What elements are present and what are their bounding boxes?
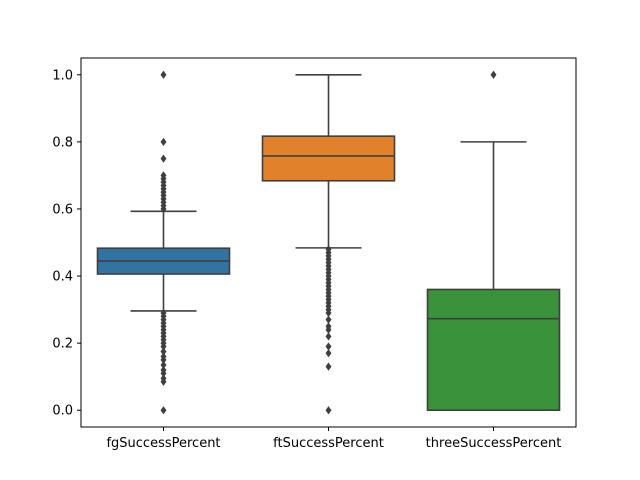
box-iqr	[261, 135, 396, 182]
outlier-point	[160, 308, 167, 318]
y-tick-label: 0.6	[52, 202, 73, 217]
outlier-point	[160, 171, 167, 180]
outlier-point	[160, 360, 167, 370]
outlier-point	[325, 315, 332, 324]
x-axis: fgSuccessPercent ftSuccessPercent threeSuc…	[106, 427, 561, 451]
y-axis: 0.0 0.2 0.4 0.6 0.8 1.0	[52, 68, 81, 419]
box-iqr	[426, 288, 561, 412]
outlier-point	[325, 332, 332, 341]
y-tick-label: 0.8	[52, 135, 73, 150]
outlier-point	[160, 154, 167, 163]
y-tick-label: 0.2	[52, 337, 73, 352]
outlier-point	[325, 349, 332, 358]
outlier-point	[325, 362, 332, 371]
y-tick-label: 0.0	[52, 404, 73, 419]
outlier-point	[490, 70, 497, 79]
box-ftSuccessPercent	[261, 73, 396, 415]
outlier-point	[160, 374, 167, 383]
outlier-point	[160, 137, 167, 146]
x-tick-label: fgSuccessPercent	[106, 436, 220, 451]
y-tick-label: 1.0	[52, 68, 73, 83]
outlier-point	[325, 322, 332, 331]
outlier-point	[160, 365, 167, 375]
outlier-point	[160, 406, 167, 415]
outlier-point	[325, 406, 332, 415]
y-tick-label: 0.4	[52, 270, 73, 285]
outlier-point	[160, 347, 167, 356]
outlier-point	[160, 70, 167, 79]
x-tick-label: ftSuccessPercent	[273, 436, 384, 451]
outlier-point	[160, 352, 167, 361]
box-fgSuccessPercent	[96, 70, 231, 415]
box-threeSuccessPercent	[426, 70, 561, 412]
outlier-point	[325, 342, 332, 351]
boxes-layer	[96, 70, 561, 415]
x-tick-label: threeSuccessPercent	[426, 436, 562, 451]
outlier-point	[325, 245, 332, 254]
